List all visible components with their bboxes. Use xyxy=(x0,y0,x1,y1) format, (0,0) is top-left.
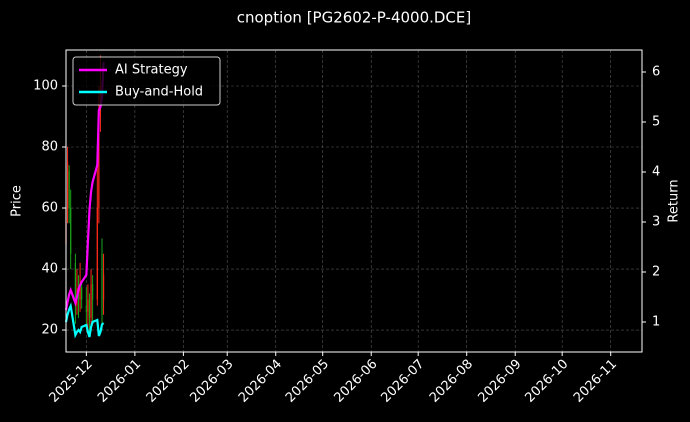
legend-label: Buy-and-Hold xyxy=(115,85,203,100)
series-line xyxy=(64,61,105,311)
y2-tick-label: 4 xyxy=(652,165,660,180)
candle-body xyxy=(101,253,103,315)
plot-frame xyxy=(65,49,643,353)
y-tick-label: 60 xyxy=(41,201,58,216)
candle-body xyxy=(79,287,81,300)
legend-label: AI Strategy xyxy=(115,63,188,78)
candle-body xyxy=(92,284,94,300)
candle-body xyxy=(85,305,87,312)
candle-body xyxy=(66,162,69,209)
chart-title: cnoption [PG2602-P-4000.DCE] xyxy=(237,9,472,27)
y-tick-label: 20 xyxy=(41,323,58,338)
y-tick-label: 40 xyxy=(41,262,58,277)
candle-body xyxy=(90,284,92,318)
candle-body xyxy=(88,299,91,318)
y-tick-label: 100 xyxy=(33,78,58,93)
candle-body xyxy=(81,287,83,300)
y2-tick-label: 2 xyxy=(652,265,660,280)
candle-body xyxy=(74,262,76,306)
y2-tick-label: 5 xyxy=(652,115,660,130)
y2-tick-label: 1 xyxy=(652,315,660,330)
y2-axis-label: Return xyxy=(667,179,682,222)
candle-body xyxy=(70,208,72,254)
y2-tick-label: 3 xyxy=(652,215,660,230)
y-tick-label: 80 xyxy=(41,140,58,155)
candle-body xyxy=(68,171,70,209)
candle-body xyxy=(77,290,80,300)
candle-body xyxy=(102,275,105,300)
candle-body xyxy=(96,208,98,300)
y-axis-label: Price xyxy=(10,185,25,217)
legend-box xyxy=(72,56,221,106)
series-line xyxy=(64,302,105,339)
candle-body xyxy=(87,299,89,312)
candle-body xyxy=(98,110,100,209)
y2-tick-label: 6 xyxy=(652,65,660,80)
